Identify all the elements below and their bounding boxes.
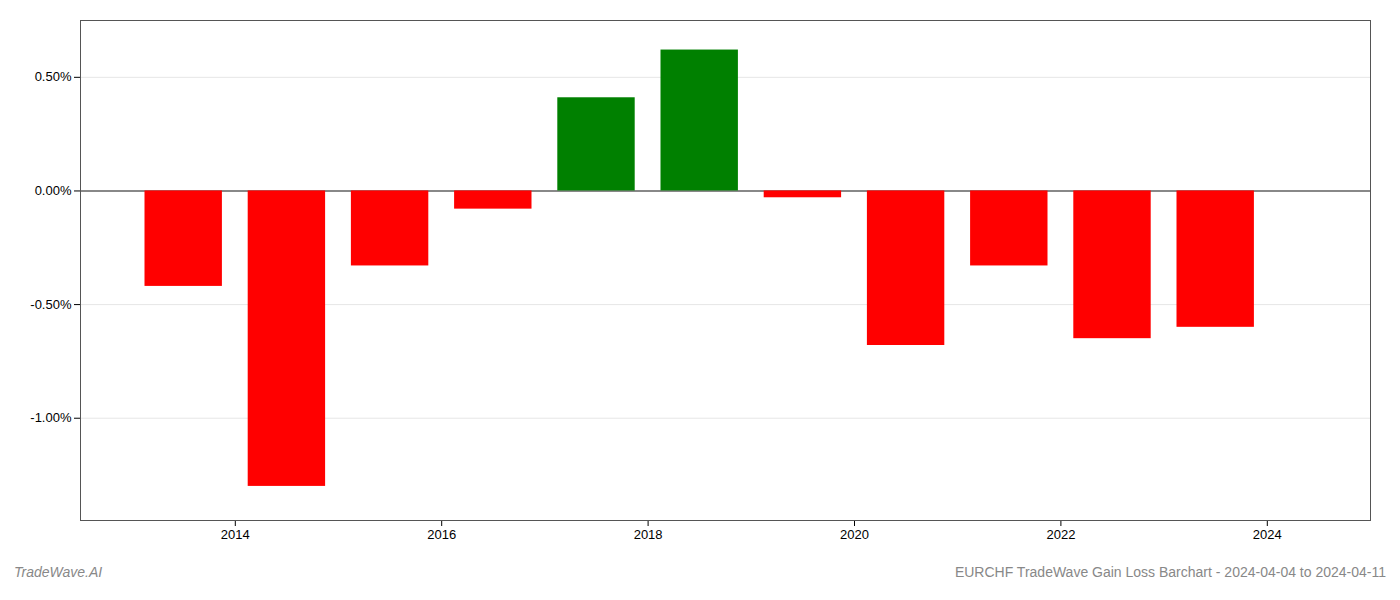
svg-text:2014: 2014 (221, 527, 250, 542)
html-text:EURCHF TradeWave Gain Loss Bar: EURCHF TradeWave Gain Loss Barchart - 20… (954, 564, 1386, 580)
svg-text:2020: 2020 (840, 527, 869, 542)
svg-text:2016: 2016 (427, 527, 456, 542)
svg-text:2018: 2018 (634, 527, 663, 542)
svg-text:0.50%: 0.50% (35, 69, 72, 84)
svg-text:-0.50%: -0.50% (30, 297, 72, 312)
svg-text:-1.00%: -1.00% (30, 410, 72, 425)
svg-text:2022: 2022 (1046, 527, 1075, 542)
svg-text:0.00%: 0.00% (35, 183, 72, 198)
svg-text:2024: 2024 (1253, 527, 1282, 542)
html-text:TradeWave.AI: TradeWave.AI (14, 564, 103, 580)
